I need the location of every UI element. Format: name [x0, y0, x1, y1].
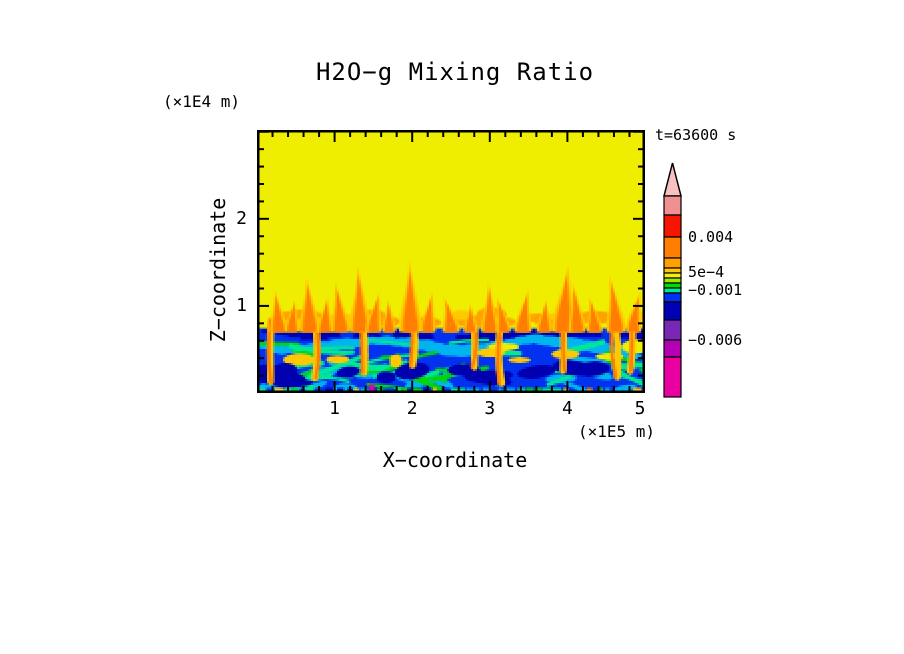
colorbar — [663, 162, 682, 398]
x-tick-label-4: 4 — [561, 398, 573, 419]
colorbar-segment-1 — [663, 214, 682, 238]
mixing-ratio-field — [257, 130, 645, 393]
x-tick-label-2: 2 — [406, 398, 418, 419]
colorbar-segment-12 — [663, 339, 682, 358]
colorbar-arrow — [663, 162, 682, 197]
x-tick-label-3: 3 — [484, 398, 496, 419]
plot-area — [257, 130, 645, 393]
colorbar-segment-3 — [663, 257, 682, 269]
colorbar-level-label-1: 5e−4 — [688, 263, 725, 281]
z-axis-label: Z−coordinate — [206, 197, 230, 343]
colorbar-segment-7 — [663, 282, 682, 289]
colorbar-segment-0 — [663, 195, 682, 216]
time-annotation: t=63600 s — [655, 126, 737, 144]
colorbar-segment-9 — [663, 292, 682, 303]
z-tick-label-2: 2 — [236, 207, 247, 229]
colorbar-segment-10 — [663, 301, 682, 321]
colorbar-segment-5 — [663, 272, 682, 279]
colorbar-segment-8 — [663, 287, 682, 294]
colorbar-level-label-0: 0.004 — [688, 228, 734, 246]
x-tick-label-5: 5 — [634, 398, 646, 419]
x-axis-label: X−coordinate — [382, 448, 528, 472]
x-axis-unit: (×1E5 m) — [577, 422, 655, 441]
colorbar-segment-13 — [663, 356, 682, 398]
colorbar-level-label-2: −0.001 — [688, 281, 743, 299]
colorbar-segment-6 — [663, 277, 682, 284]
colorbar-level-label-3: −0.006 — [688, 331, 743, 349]
x-tick-label-1: 1 — [329, 398, 341, 419]
chart-title: H2O−g Mixing Ratio — [315, 58, 595, 86]
z-tick-label-1: 1 — [236, 294, 247, 316]
colorbar-segment-11 — [663, 319, 682, 341]
colorbar-segment-2 — [663, 236, 682, 259]
z-axis-unit: (×1E4 m) — [163, 92, 241, 111]
colorbar-segment-4 — [663, 267, 682, 274]
